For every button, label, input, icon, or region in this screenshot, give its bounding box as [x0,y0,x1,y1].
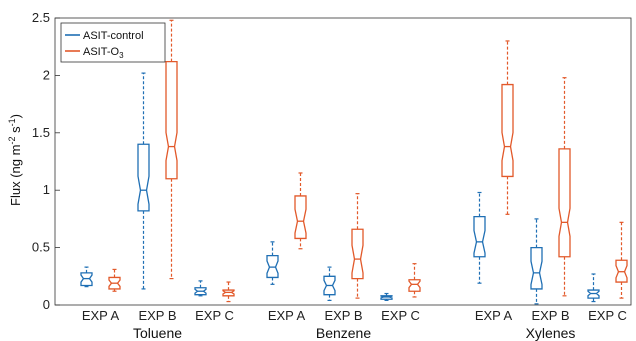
group-label: Benzene [316,325,371,341]
x-tick-label: EXP B [138,308,176,323]
y-tick-label: 1 [43,182,50,197]
box-body [473,215,486,258]
y-axis-label: Flux (ng m-2 s-1) [7,114,23,206]
y-tick-label: 2 [43,67,50,82]
box-o3 [222,281,235,303]
box-body [137,143,150,212]
y-tick-label: 2.5 [32,10,50,25]
group-label: Toluene [133,325,182,341]
box-body [530,246,543,290]
y-tick-label: 0.5 [32,240,50,255]
box-body [222,289,235,297]
legend-box [60,22,166,63]
box-o3 [501,40,514,215]
x-tick-label: EXP A [268,308,306,323]
x-tick-label: EXP C [195,308,234,323]
box-body [501,83,514,178]
legend: ASIT-control ASIT-O3 [60,22,166,63]
y-tick-label: 1.5 [32,125,50,140]
box-control [323,266,336,302]
box-body [80,272,93,287]
box-control [380,292,393,302]
box-body [615,259,628,283]
x-tick-label: EXP B [531,308,569,323]
x-tick-label: EXP C [381,308,420,323]
legend-label-control: ASIT-control [83,30,144,42]
box-body [323,275,336,296]
box-body [351,228,364,280]
box-o3 [558,77,571,297]
box-o3 [165,19,178,280]
box-o3 [351,193,364,299]
x-tick-label: EXP A [475,308,513,323]
box-body [558,148,571,258]
box-body [108,276,121,290]
box-body [194,287,207,296]
box-control [587,273,600,303]
box-o3 [408,263,421,298]
x-axis-labels: EXP A EXP B EXP C Toluene EXP A EXP B EXP C Ben… [82,308,627,341]
y-tick-label: 0 [43,297,50,312]
box-body [294,195,307,240]
box-body [266,254,279,279]
box-control [266,241,279,285]
box-body [165,60,178,180]
x-tick-label: EXP A [82,308,120,323]
box-body [587,289,600,299]
legend-label-o3: ASIT-O3 [83,46,124,60]
box-o3 [615,221,628,299]
box-plot-marks [80,19,628,305]
axes-frame [54,17,632,306]
box-control [473,191,486,284]
box-control [194,280,207,297]
box-control [137,72,150,290]
y-axis-ticks: 0 0.5 1 1.5 2 2.5 [32,10,60,312]
box-o3 [108,268,121,292]
x-tick-label: EXP C [588,308,627,323]
box-body [380,295,393,300]
x-tick-label: EXP B [324,308,362,323]
group-label: Xylenes [526,325,576,341]
box-control [530,218,543,305]
box-body [408,279,421,292]
box-o3 [294,172,307,250]
box-control [80,266,93,288]
